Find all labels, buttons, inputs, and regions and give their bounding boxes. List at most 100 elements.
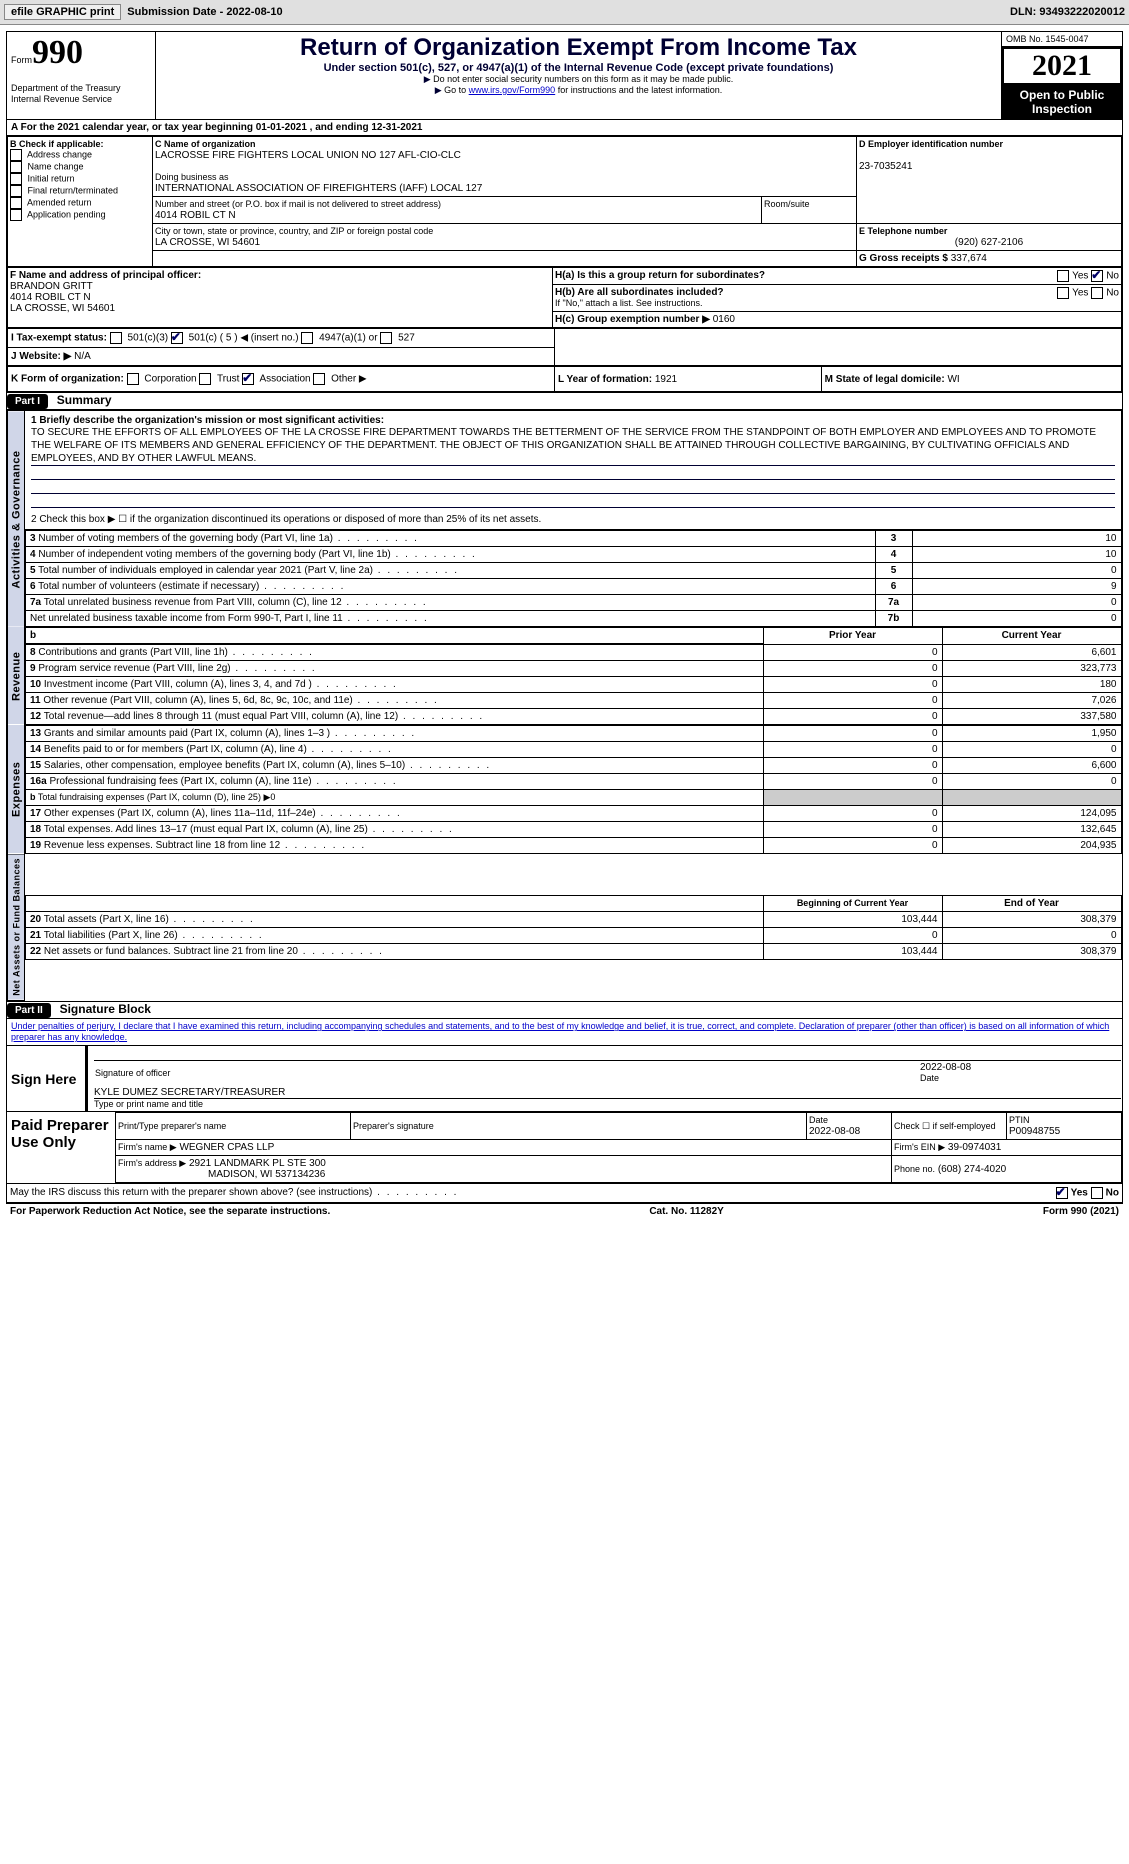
sign-here-label: Sign Here — [7, 1046, 87, 1111]
mission-label: 1 Briefly describe the organization's mi… — [31, 415, 1115, 426]
k-trust[interactable] — [199, 373, 211, 385]
k-other[interactable] — [313, 373, 325, 385]
mission-text: TO SECURE THE EFFORTS OF ALL EMPLOYEES O… — [31, 426, 1115, 466]
check-amended[interactable] — [10, 197, 22, 209]
city-label: City or town, state or province, country… — [155, 226, 433, 236]
current-year-header: Current Year — [942, 628, 1121, 645]
table-row: 5 Total number of individuals employed i… — [26, 563, 1122, 579]
check-namechange[interactable] — [10, 161, 22, 173]
hb-label: H(b) Are all subordinates included? — [555, 287, 724, 298]
table-row: 20 Total assets (Part X, line 16)103,444… — [26, 911, 1122, 927]
table-row: 7a Total unrelated business revenue from… — [26, 595, 1122, 611]
table-row: 17 Other expenses (Part IX, column (A), … — [26, 806, 1122, 822]
form-subtitle: Under section 501(c), 527, or 4947(a)(1)… — [160, 62, 997, 74]
submission-date-label: Submission Date - 2022-08-10 — [127, 6, 282, 18]
boxC-name-label: C Name of organization — [155, 139, 256, 149]
table-row: 6 Total number of volunteers (estimate i… — [26, 579, 1122, 595]
footer-left: For Paperwork Reduction Act Notice, see … — [10, 1206, 330, 1217]
firm-addr-label: Firm's address ▶ — [118, 1158, 186, 1168]
firm-ein-label: Firm's EIN ▶ — [894, 1142, 945, 1152]
i-527[interactable] — [380, 332, 392, 344]
table-row: 10 Investment income (Part VIII, column … — [26, 677, 1122, 693]
table-row: 9 Program service revenue (Part VIII, li… — [26, 661, 1122, 677]
table-row: b Total fundraising expenses (Part IX, c… — [26, 790, 1122, 806]
table-row: 19 Revenue less expenses. Subtract line … — [26, 838, 1122, 854]
table-row: 11 Other revenue (Part VIII, column (A),… — [26, 693, 1122, 709]
form-note2: Go to www.irs.gov/Form990 for instructio… — [160, 85, 997, 96]
ha-label: H(a) Is this a group return for subordin… — [555, 270, 765, 281]
street-label: Number and street (or P.O. box if mail i… — [155, 199, 441, 209]
form-number: 990 — [32, 34, 83, 71]
page-content: Form990 Department of the Treasury Inter… — [0, 25, 1129, 1225]
prep-col4: Check ☐ if self-employed — [894, 1121, 996, 1131]
section-netassets-label: Net Assets or Fund Balances — [8, 854, 25, 1001]
i-501c[interactable] — [171, 332, 183, 344]
footer-right: Form 990 (2021) — [1043, 1206, 1119, 1217]
boxI-label: I Tax-exempt status: — [11, 333, 107, 344]
prep-date: 2022-08-08 — [809, 1126, 860, 1137]
ein-value: 23-7035241 — [859, 161, 912, 172]
tax-year: 2021 — [1002, 47, 1122, 85]
boxJ-label: J Website: ▶ — [11, 351, 71, 362]
form-outer-table: Form990 Department of the Treasury Inter… — [6, 31, 1123, 1203]
hb-note: If "No," attach a list. See instructions… — [555, 298, 702, 308]
table-row: 4 Number of independent voting members o… — [26, 547, 1122, 563]
dept-label: Department of the Treasury — [11, 83, 121, 93]
form-note1: Do not enter social security numbers on … — [160, 74, 997, 85]
firm-ein: 39-0974031 — [948, 1142, 1001, 1153]
partI-title: Summary — [57, 393, 112, 407]
toolbar: efile GRAPHIC print Submission Date - 20… — [0, 0, 1129, 25]
discuss-yes[interactable] — [1056, 1187, 1068, 1199]
dba-value: INTERNATIONAL ASSOCIATION OF FIREFIGHTER… — [155, 183, 482, 194]
website-value: N/A — [74, 351, 91, 362]
check-pending[interactable] — [10, 209, 22, 221]
check-initial[interactable] — [10, 173, 22, 185]
sig-declaration[interactable]: Under penalties of perjury, I declare th… — [11, 1021, 1109, 1042]
period-line: For the 2021 calendar year, or tax year … — [21, 122, 423, 133]
k-assoc[interactable] — [242, 373, 254, 385]
boxE-label: E Telephone number — [859, 226, 947, 236]
table-row: 15 Salaries, other compensation, employe… — [26, 758, 1122, 774]
table-row: 3 Number of voting members of the govern… — [26, 531, 1122, 547]
sig-officer-label: Signature of officer — [95, 1068, 170, 1078]
discuss-no[interactable] — [1091, 1187, 1103, 1199]
k-corp[interactable] — [127, 373, 139, 385]
state-domicile: WI — [947, 374, 959, 385]
hb-yes[interactable] — [1057, 287, 1069, 299]
check-final[interactable] — [10, 185, 22, 197]
ha-no[interactable] — [1091, 270, 1103, 282]
check-address[interactable] — [10, 149, 22, 161]
rev-table: b Prior Year Current Year 8 Contribution… — [25, 627, 1122, 725]
open-inspection-label: Open to Public Inspection — [1002, 85, 1122, 119]
street-value: 4014 ROBIL CT N — [155, 210, 236, 221]
begin-year-header: Beginning of Current Year — [763, 895, 942, 911]
firm-addr1: 2921 LANDMARK PL STE 300 — [189, 1158, 326, 1169]
table-row: 18 Total expenses. Add lines 13–17 (must… — [26, 822, 1122, 838]
preparer-label: Paid Preparer Use Only — [7, 1113, 116, 1183]
discuss-label: May the IRS discuss this return with the… — [10, 1187, 372, 1198]
form-word: Form — [11, 55, 32, 65]
irs-link[interactable]: www.irs.gov/Form990 — [469, 85, 556, 95]
firm-phone: (608) 274-4020 — [938, 1164, 1006, 1175]
prior-year-header: Prior Year — [763, 628, 942, 645]
sig-date: 2022-08-08 — [920, 1062, 971, 1073]
table-row: 22 Net assets or fund balances. Subtract… — [26, 943, 1122, 959]
i-4947[interactable] — [301, 332, 313, 344]
boxK-label: K Form of organization: — [11, 374, 124, 385]
partI-label: Part I — [7, 394, 48, 409]
form-title: Return of Organization Exempt From Incom… — [160, 34, 997, 62]
net-table: Beginning of Current Year End of Year 20… — [25, 895, 1122, 960]
table-row: Net unrelated business taxable income fr… — [26, 611, 1122, 627]
efile-print-button[interactable]: efile GRAPHIC print — [4, 4, 121, 20]
end-year-header: End of Year — [942, 895, 1121, 911]
hb-no[interactable] — [1091, 287, 1103, 299]
firm-name-label: Firm's name ▶ — [118, 1142, 177, 1152]
table-row: 14 Benefits paid to or for members (Part… — [26, 742, 1122, 758]
i-501c3[interactable] — [110, 332, 122, 344]
ha-yes[interactable] — [1057, 270, 1069, 282]
section-revenue-label: Revenue — [8, 627, 25, 725]
officer-city: LA CROSSE, WI 54601 — [10, 303, 115, 314]
firm-phone-label: Phone no. — [894, 1164, 935, 1174]
prep-col2: Preparer's signature — [353, 1121, 434, 1131]
prep-col3: Date — [809, 1115, 828, 1125]
